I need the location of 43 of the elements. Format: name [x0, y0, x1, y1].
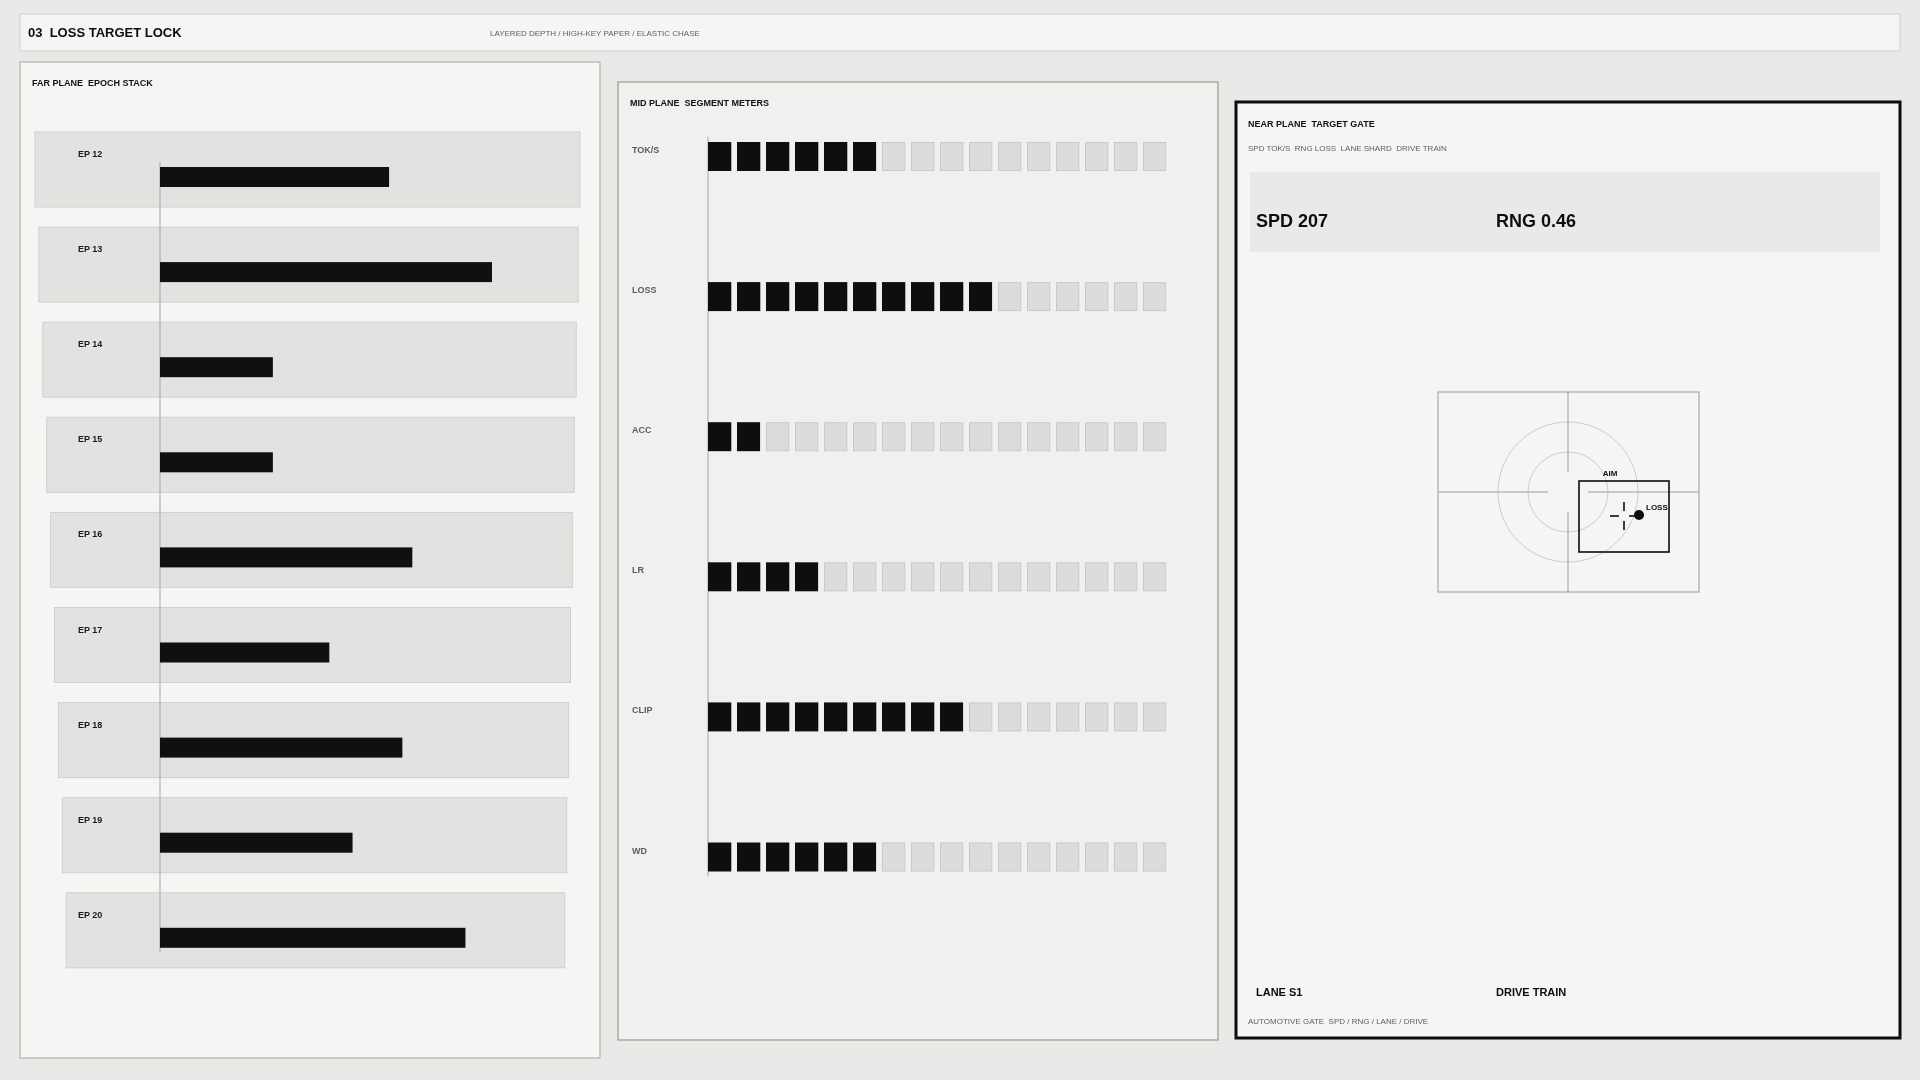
bar — [160, 547, 413, 568]
y-tick-label: EP 17 — [78, 624, 103, 635]
text: DRIVE TRAIN — [1496, 986, 1567, 998]
bar — [160, 642, 330, 663]
y-tick-label: EP 15 — [78, 434, 103, 445]
text: NEAR PLANE TARGET GATE — [1248, 119, 1375, 129]
bar — [160, 167, 390, 187]
y-tick-label: ACC — [632, 425, 652, 436]
bar — [708, 422, 761, 452]
y-tick-label: EP 12 — [78, 149, 103, 159]
bar — [708, 142, 877, 171]
y-tick-label: EP 14 — [78, 339, 103, 350]
y-tick-label: CLIP — [632, 705, 653, 716]
text: LAYERED DEPTH / HIGH-KEY PAPER / ELASTIC CHASE — [490, 29, 700, 38]
text: AUTOMOTIVE GATE SPD / RNG / LANE / DRIVE — [1248, 1017, 1429, 1026]
text: RNG 0.46 — [1496, 211, 1577, 231]
text: SPD TOK/S RNG LOSS LANE SHARD DRIVE TRAIN — [1248, 144, 1447, 153]
y-tick-label: WD — [632, 845, 648, 856]
bar — [708, 562, 819, 592]
y-tick-label: EP 13 — [78, 244, 103, 255]
text: SPD 207 — [1256, 211, 1329, 231]
y-tick-label: TOK/S — [632, 145, 660, 155]
text: AIM — [1602, 469, 1618, 478]
y-tick-label: LOSS — [632, 285, 657, 296]
text: LOSS — [1646, 503, 1669, 512]
bar — [708, 702, 964, 732]
bar — [160, 832, 353, 853]
y-tick-label: EP 20 — [78, 909, 103, 920]
bar — [708, 842, 877, 872]
bar — [160, 927, 466, 948]
chart-title: FAR PLANE EPOCH STACK — [32, 78, 154, 88]
text: LANE S1 — [1256, 986, 1303, 998]
y-tick-label: LR — [632, 565, 645, 576]
chart-title: MID PLANE SEGMENT METERS — [630, 98, 770, 108]
y-tick-label: EP 19 — [78, 814, 103, 825]
bar — [160, 737, 403, 758]
y-tick-label: EP 18 — [78, 719, 103, 730]
bar — [160, 262, 492, 283]
bar — [160, 357, 273, 378]
text: 03 LOSS TARGET LOCK — [28, 25, 183, 40]
bar — [160, 452, 273, 473]
y-tick-label: EP 16 — [78, 529, 103, 540]
bar — [708, 282, 993, 312]
